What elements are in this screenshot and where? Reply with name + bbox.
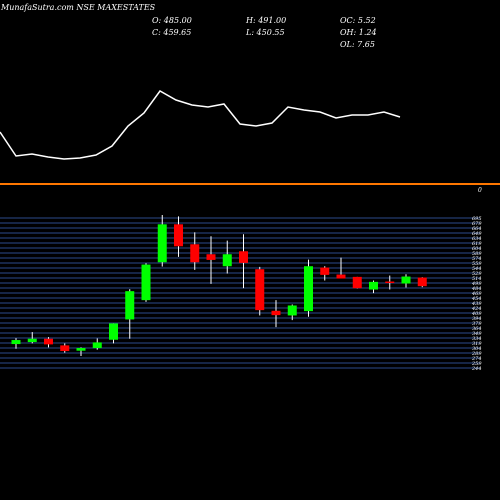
oh-value: OH: 1.24 bbox=[340, 28, 377, 37]
candle-up bbox=[125, 291, 135, 320]
candle-down bbox=[271, 310, 281, 316]
price-tick-label: 304 bbox=[472, 346, 482, 352]
price-tick-label: 289 bbox=[471, 351, 482, 357]
low-value: L: 450.55 bbox=[246, 28, 285, 37]
price-tick-label: 649 bbox=[472, 231, 482, 237]
candle-down bbox=[417, 277, 427, 287]
price-tick-label: 544 bbox=[472, 266, 482, 272]
price-tick-label: 604 bbox=[472, 246, 482, 252]
candle-up bbox=[287, 305, 297, 316]
price-tick-label: 559 bbox=[472, 261, 482, 267]
price-tick-label: 334 bbox=[472, 336, 482, 342]
candle-up bbox=[369, 281, 378, 290]
price-tick-label: 454 bbox=[471, 296, 482, 302]
chart-title: MunafaSutra.com NSE MAXESTATES bbox=[1, 3, 156, 12]
price-tick-label: 424 bbox=[471, 306, 482, 312]
price-tick-label: 664 bbox=[472, 226, 482, 232]
price-tick-label: 589 bbox=[472, 251, 482, 257]
indicator-zero-label: 0 bbox=[478, 187, 482, 194]
price-tick-label: 499 bbox=[471, 281, 482, 287]
ol-value: OL: 7.65 bbox=[340, 40, 375, 49]
candle-up bbox=[27, 338, 37, 343]
price-tick-label: 514 bbox=[472, 276, 482, 282]
price-tick-label: 619 bbox=[472, 241, 482, 247]
price-tick-label: 379 bbox=[472, 321, 482, 327]
chart-header: MunafaSutra.com NSE MAXESTATES O: 485.00… bbox=[0, 0, 500, 60]
high-value: H: 491.00 bbox=[246, 16, 287, 25]
open-value: O: 485.00 bbox=[152, 16, 192, 25]
candle-down bbox=[352, 276, 362, 289]
candle-down bbox=[239, 251, 248, 263]
close-value: C: 459.65 bbox=[152, 28, 192, 37]
candle-up bbox=[222, 254, 232, 267]
candle-down bbox=[60, 345, 70, 352]
price-tick-label: 319 bbox=[472, 341, 482, 347]
candle-down bbox=[255, 269, 265, 311]
candle-down bbox=[174, 224, 183, 247]
candle-up bbox=[76, 348, 86, 351]
candle-down bbox=[44, 338, 53, 345]
candle-up bbox=[157, 224, 167, 263]
candle-up bbox=[141, 264, 151, 301]
candlestick-series bbox=[11, 215, 427, 357]
price-grid bbox=[0, 217, 480, 369]
price-tick-label: 634 bbox=[472, 236, 482, 242]
candle-up bbox=[11, 340, 21, 345]
candle-down bbox=[190, 244, 200, 263]
oc-value: OC: 5.52 bbox=[340, 16, 376, 25]
candle-up bbox=[304, 266, 313, 312]
price-tick-label: 439 bbox=[471, 301, 482, 307]
candle-up bbox=[92, 342, 102, 349]
price-tick-label: 259 bbox=[471, 361, 482, 367]
candle-down bbox=[320, 267, 330, 275]
price-tick-label: 469 bbox=[471, 291, 482, 297]
candle-up bbox=[109, 323, 118, 340]
price-axis: 2442592742893043193343493643793944094244… bbox=[471, 216, 482, 372]
indicator-line bbox=[0, 90, 401, 160]
price-tick-label: 529 bbox=[472, 271, 482, 277]
price-tick-label: 244 bbox=[471, 366, 482, 372]
indicator-panel bbox=[0, 90, 401, 160]
price-tick-label: 274 bbox=[471, 356, 482, 362]
price-tick-label: 484 bbox=[471, 286, 482, 292]
candle-down bbox=[206, 254, 216, 260]
price-tick-label: 364 bbox=[472, 326, 482, 332]
price-tick-label: 394 bbox=[472, 316, 482, 322]
price-tick-label: 574 bbox=[472, 256, 482, 262]
candle-down bbox=[385, 281, 395, 284]
candle-down bbox=[336, 274, 346, 279]
price-tick-label: 409 bbox=[471, 311, 482, 317]
candle-up bbox=[401, 276, 411, 284]
price-tick-label: 349 bbox=[472, 331, 482, 337]
price-tick-label: 695 bbox=[472, 216, 482, 222]
price-tick-label: 679 bbox=[472, 221, 482, 227]
